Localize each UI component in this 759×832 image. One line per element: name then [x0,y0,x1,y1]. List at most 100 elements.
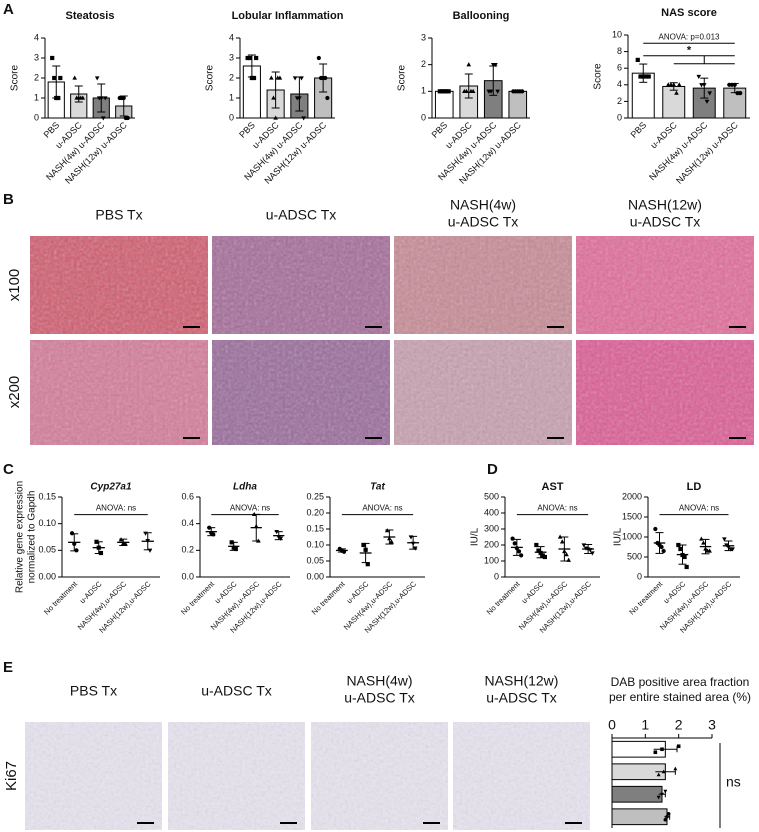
panel-label: B [3,191,14,208]
y-tick-label: 0.10 [38,518,56,528]
data-point [663,789,668,794]
y-tick-label: 4 [617,79,622,89]
data-point [519,553,524,558]
data-point [251,75,257,81]
y-tick-label: 0.00 [306,571,324,581]
data-point [661,769,666,774]
x-tick-label: 3 [708,717,716,733]
data-point [58,75,63,81]
micrograph-texture [394,340,572,445]
column-label: NASH(4w) [346,673,412,689]
data-point [297,96,302,101]
column-label: u-ADSC Tx [630,214,701,230]
y-tick-label: 0.2 [181,545,194,555]
data-point [439,89,445,94]
y-axis-label: Score [10,65,21,92]
y-tick-label: 0 [421,112,426,122]
data-point [50,55,55,61]
data-point [538,550,543,556]
y-tick-label: 400 [484,507,499,517]
data-point [253,523,259,529]
column-label: PBS Tx [70,683,117,699]
data-point [72,75,78,80]
y-tick-label: 2 [421,59,426,69]
micrograph-texture [212,236,390,334]
y-axis-label: Score [397,65,408,92]
data-point [653,526,658,532]
chart-title: Ldha [233,482,257,493]
data-point [738,91,743,96]
data-point [229,540,234,545]
data-point [276,535,282,540]
data-point [534,542,539,548]
data-point [512,541,517,546]
y-tick-label: 1500 [622,511,642,521]
column-label: u-ADSC Tx [344,690,415,706]
y-axis-label: Score [205,65,216,92]
data-point [470,88,476,94]
data-point [542,554,547,560]
micrograph-texture [576,236,754,334]
y-axis-label: Relative gene expression [15,481,26,593]
y-tick-label: 2 [617,96,622,106]
data-point [488,89,494,94]
y-tick-label: 8 [617,46,622,56]
data-point [271,95,276,100]
micrograph-texture [30,340,208,445]
bar [434,90,454,119]
micrograph-texture [311,722,448,830]
data-point [233,546,238,552]
panel-label: C [3,461,14,478]
x-tick-label: 0 [608,717,616,733]
micrograph-texture [168,722,305,830]
y-tick-label: 2 [229,72,234,82]
data-point [245,55,250,61]
column-label: u-ADSC Tx [448,214,519,230]
data-point [365,562,370,567]
data-point [581,543,587,548]
chart-title: Ballooning [453,10,510,22]
data-point [387,536,392,541]
column-label: NASH(12w) [628,197,702,213]
y-tick-label: 0.15 [38,491,56,501]
data-point [466,62,472,67]
y-tick-label: 0.05 [38,545,56,555]
data-point [100,116,106,121]
data-point [363,547,368,552]
bar [508,90,528,119]
data-point [562,548,567,554]
x-tick-label: NASH(12w) u-ADSC [674,120,740,186]
chart-title: LD [687,481,702,493]
data-point [52,75,57,81]
micrograph-texture [576,340,754,445]
y-tick-label: 0.10 [306,539,324,549]
x-tick-label: PBS [42,120,62,140]
data-point [564,552,569,557]
data-point [254,55,259,61]
data-point [566,557,571,562]
x-tick-label: NASH(4w) u-ADSC [647,120,710,183]
data-point [559,539,565,544]
data-point [590,551,595,556]
data-point [123,541,128,546]
micrograph-texture [453,722,590,830]
data-point [510,536,515,541]
y-axis-label: IU/L [470,527,481,546]
y-tick-label: 300 [484,523,499,533]
data-point [98,550,104,556]
y-tick-label: 0.05 [306,555,324,565]
data-point [699,536,704,541]
data-point [384,528,390,533]
data-point [80,95,86,100]
panel-label: D [487,461,498,478]
y-tick-label: 0.00 [38,571,56,581]
data-point [671,82,677,87]
y-tick-label: 0.0 [181,571,194,581]
data-point [74,548,79,553]
data-point [732,82,737,87]
data-point [646,74,651,79]
data-point [665,814,669,819]
data-point [437,89,442,94]
data-point [98,96,104,101]
y-tick-label: 0.6 [181,491,194,501]
